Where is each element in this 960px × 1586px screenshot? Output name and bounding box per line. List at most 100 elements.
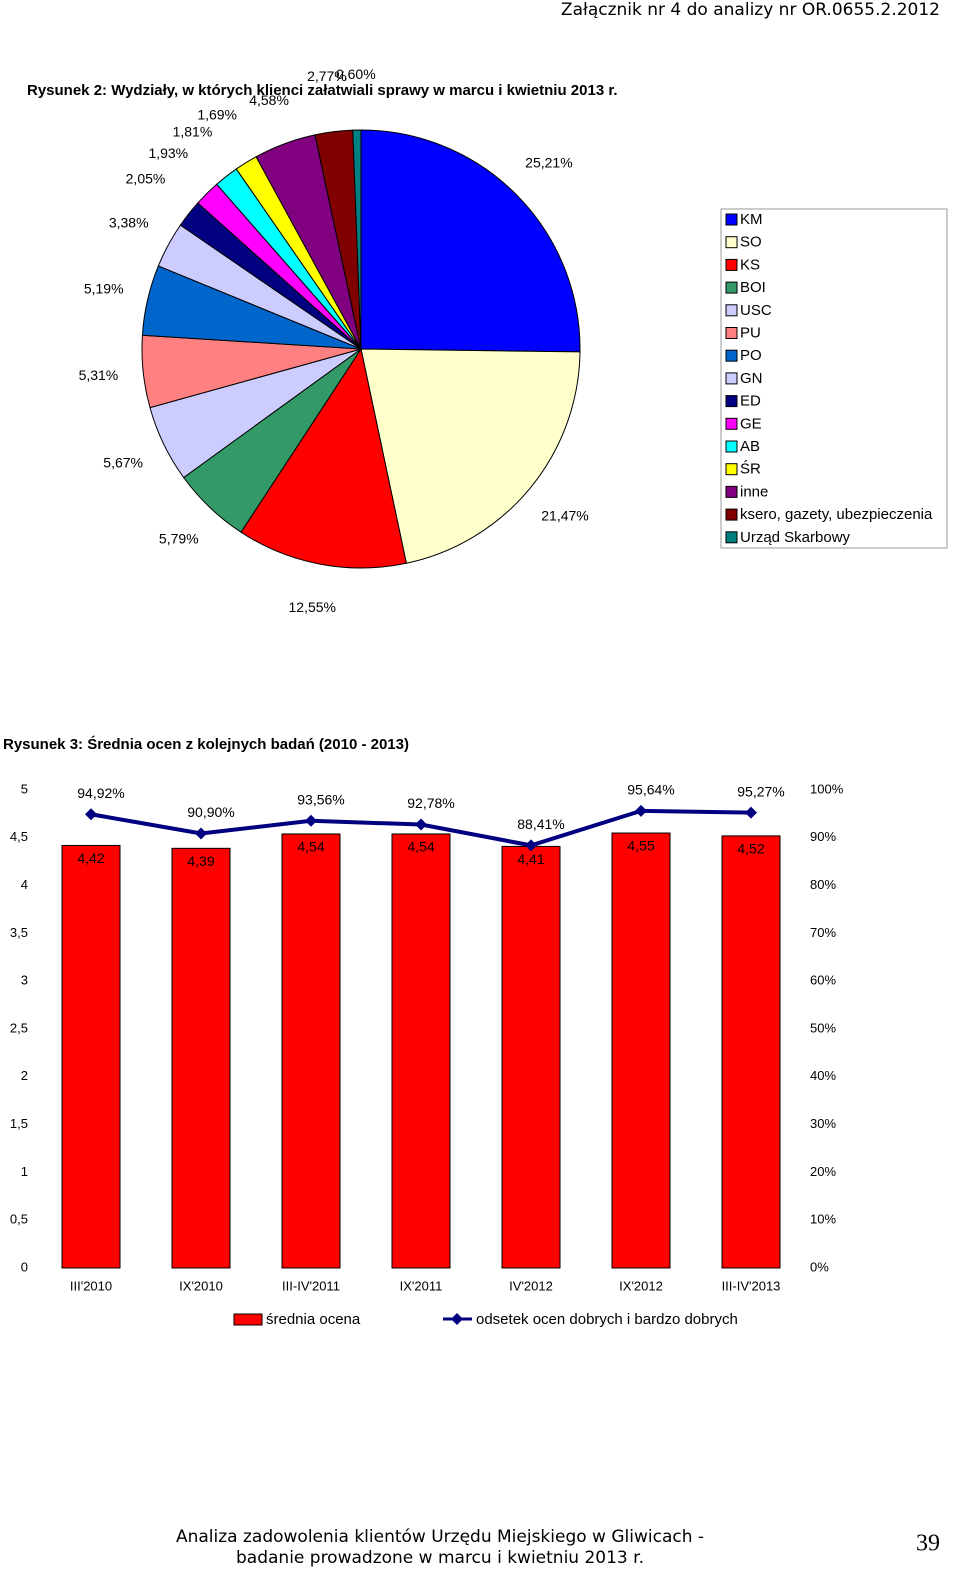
data-label: 4,54 [407, 839, 434, 855]
x-tick-label: IX'2011 [400, 1278, 443, 1293]
y2-tick-label: 80% [810, 877, 836, 892]
legend-label: inne [740, 483, 768, 500]
data-label: 21,47% [541, 507, 588, 523]
legend-label: AB [740, 438, 760, 455]
data-label: 5,31% [79, 367, 119, 383]
legend-swatch [725, 417, 738, 430]
y-tick-label: 4 [21, 877, 28, 892]
bar [501, 845, 561, 1269]
x-tick-label: IV'2012 [509, 1278, 553, 1293]
line-marker [305, 814, 317, 827]
legend-label: średnia ocena [266, 1311, 361, 1328]
legend-swatch [725, 213, 738, 226]
y-tick-label: 4,5 [10, 829, 28, 844]
data-label: 95,27% [737, 783, 784, 799]
legend-swatch [233, 1313, 263, 1326]
legend-label: odsetek ocen dobrych i bardzo dobrych [476, 1311, 738, 1328]
legend-label: PO [740, 347, 762, 364]
data-label: 0,60% [336, 66, 376, 82]
figure-title: Rysunek 3: Średnia ocen z kolejnych bada… [3, 735, 409, 753]
legend-swatch [725, 258, 738, 271]
legend-label: ED [740, 393, 761, 410]
y-tick-label: 1 [21, 1164, 28, 1179]
data-label: 12,55% [289, 599, 336, 615]
legend-label: USC [740, 302, 772, 319]
legend-swatch [725, 440, 738, 453]
legend-label: GE [740, 415, 762, 432]
data-label: 4,41 [517, 851, 544, 867]
y-tick-label: 2,5 [10, 1020, 28, 1035]
x-tick-label: IX'2010 [179, 1278, 223, 1293]
data-label: 4,39 [187, 853, 214, 869]
y2-tick-label: 50% [810, 1020, 836, 1035]
data-label: 1,93% [148, 145, 188, 161]
y2-tick-label: 0% [810, 1259, 829, 1274]
data-label: 5,67% [103, 454, 143, 470]
header: Załącznik nr 4 do analizy nr OR.0655.2.2… [561, 0, 940, 20]
bar [171, 847, 231, 1269]
y2-tick-label: 90% [810, 829, 836, 844]
data-label: 1,69% [197, 106, 237, 122]
y2-tick-label: 100% [810, 781, 844, 796]
legend-swatch [725, 372, 738, 385]
line-marker [415, 818, 427, 831]
x-tick-label: III-IV'2011 [282, 1278, 340, 1293]
legend-label: GN [740, 370, 763, 387]
data-label: 93,56% [297, 791, 344, 807]
bar [61, 844, 121, 1269]
y2-tick-label: 30% [810, 1116, 836, 1131]
data-label: 4,42 [77, 850, 104, 866]
footer-line: Analiza zadowolenia klientów Urzędu Miej… [176, 1527, 704, 1547]
y2-tick-label: 60% [810, 973, 836, 988]
data-label: 4,58% [249, 92, 289, 108]
legend-label: ksero, gazety, ubezpieczenia [740, 506, 933, 523]
pie-slice [360, 129, 581, 353]
y-tick-label: 5 [21, 781, 28, 796]
legend-swatch [725, 349, 738, 362]
line-marker [195, 827, 207, 840]
data-label: 4,54 [297, 839, 324, 855]
data-label: 3,38% [109, 214, 149, 230]
legend-swatch [725, 508, 738, 521]
data-label: 5,19% [84, 281, 124, 297]
legend-label: Urząd Skarbowy [740, 529, 851, 546]
footer-line: badanie prowadzone w marcu i kwietniu 20… [236, 1548, 644, 1568]
legend-label: BOI [740, 279, 766, 296]
pie-slice [240, 347, 407, 569]
data-label: 90,90% [187, 804, 234, 820]
x-tick-label: IX'2012 [619, 1278, 663, 1293]
data-label: 2,77% [307, 68, 347, 84]
y2-tick-label: 20% [810, 1164, 836, 1179]
data-label: 25,21% [525, 154, 572, 170]
y-tick-label: 3 [21, 973, 28, 988]
legend-label: ŚR [740, 460, 761, 478]
y2-tick-label: 10% [810, 1212, 836, 1227]
data-label: 94,92% [77, 785, 124, 801]
pie-slice [360, 348, 581, 564]
legend-swatch [725, 485, 738, 498]
x-tick-label: III-IV'2013 [722, 1278, 781, 1293]
legend-swatch [725, 304, 738, 317]
y-tick-label: 0 [21, 1259, 28, 1274]
legend-swatch [725, 531, 738, 544]
legend-label: KS [740, 256, 760, 273]
legend-swatch [725, 395, 738, 408]
pie-slice [352, 129, 362, 350]
data-label: 1,81% [173, 124, 213, 140]
y2-tick-label: 70% [810, 925, 836, 940]
legend-swatch [725, 281, 738, 294]
data-label: 88,41% [517, 816, 564, 832]
y-tick-label: 2 [21, 1068, 28, 1083]
legend-label: PU [740, 324, 761, 341]
legend-marker [451, 1313, 463, 1325]
data-label: 4,52 [737, 841, 764, 857]
line-marker [635, 804, 647, 817]
bar [391, 833, 451, 1269]
data-label: 5,79% [159, 531, 199, 547]
legend-swatch [725, 236, 738, 249]
data-label: 4,55 [627, 838, 654, 854]
bar [281, 833, 341, 1269]
y-tick-label: 3,5 [10, 925, 28, 940]
bar [611, 832, 671, 1269]
